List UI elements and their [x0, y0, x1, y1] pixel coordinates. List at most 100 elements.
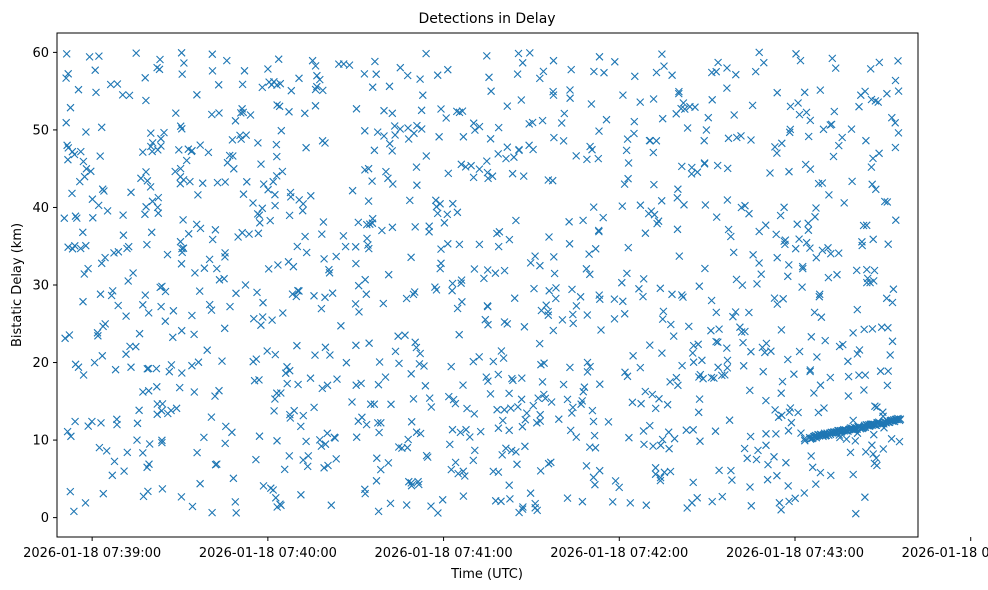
- noise-detection-point: [457, 276, 466, 284]
- noise-detection-point: [849, 470, 858, 479]
- noise-detection-point: [331, 434, 339, 442]
- noise-detection-point: [241, 281, 250, 289]
- noise-detection-point: [862, 136, 870, 145]
- noise-detection-point: [747, 136, 755, 144]
- noise-detection-point: [364, 197, 373, 205]
- noise-detection-point: [98, 351, 107, 360]
- noise-detection-point: [272, 172, 281, 180]
- noise-detection-point: [425, 394, 434, 402]
- noise-detection-point: [618, 202, 627, 210]
- noise-detection-point: [587, 100, 596, 108]
- noise-detection-point: [133, 419, 142, 428]
- noise-detection-point: [672, 373, 681, 382]
- noise-detection-point: [364, 164, 373, 173]
- noise-detection-point: [773, 300, 782, 308]
- noise-detection-point: [647, 207, 656, 215]
- noise-detection-point: [436, 264, 445, 273]
- noise-detection-point: [717, 371, 726, 380]
- noise-detection-point: [505, 235, 514, 244]
- noise-detection-point: [840, 199, 849, 207]
- noise-detection-point: [351, 242, 360, 251]
- noise-detection-point: [196, 141, 205, 149]
- y-tick-label: 10: [32, 434, 49, 449]
- noise-detection-point: [361, 275, 370, 284]
- noise-detection-point: [652, 136, 661, 145]
- noise-detection-point: [129, 269, 137, 277]
- noise-detection-point: [448, 425, 457, 434]
- noise-detection-point: [225, 151, 234, 160]
- noise-detection-point: [833, 270, 841, 279]
- noise-detection-point: [358, 413, 366, 422]
- noise-detection-point: [167, 361, 176, 369]
- noise-detection-point: [85, 53, 94, 61]
- noise-detection-point: [521, 415, 530, 424]
- noise-detection-point: [626, 499, 635, 507]
- noise-detection-point: [221, 253, 229, 261]
- noise-detection-point: [255, 376, 263, 384]
- noise-detection-point: [767, 347, 775, 356]
- noise-detection-point: [475, 122, 484, 131]
- noise-detection-point: [759, 367, 768, 376]
- noise-detection-point: [200, 433, 208, 442]
- noise-detection-point: [228, 428, 236, 437]
- noise-detection-point: [143, 240, 151, 249]
- noise-detection-point: [645, 421, 654, 430]
- chart-title: Detections in Delay: [418, 11, 555, 27]
- noise-detection-point: [385, 82, 394, 91]
- noise-detection-point: [594, 226, 603, 235]
- noise-detection-point: [700, 159, 709, 167]
- noise-detection-point: [498, 451, 507, 459]
- noise-detection-point: [590, 431, 599, 440]
- noise-detection-point: [782, 458, 790, 467]
- noise-detection-point: [352, 341, 360, 350]
- noise-detection-point: [275, 102, 284, 111]
- noise-detection-point: [826, 249, 835, 258]
- noise-detection-point: [368, 219, 377, 228]
- noise-detection-point: [372, 476, 381, 485]
- noise-detection-point: [286, 193, 295, 201]
- noise-detection-point: [70, 150, 79, 159]
- noise-detection-point: [538, 116, 547, 125]
- noise-detection-point: [807, 452, 816, 460]
- noise-detection-point: [66, 487, 75, 496]
- noise-detection-point: [715, 325, 723, 333]
- noise-detection-point: [544, 459, 553, 468]
- noise-detection-point: [583, 358, 592, 367]
- noise-detection-point: [595, 127, 603, 135]
- noise-detection-point: [749, 250, 757, 259]
- noise-detection-point: [427, 502, 435, 510]
- noise-detection-point: [417, 125, 426, 133]
- noise-detection-point: [811, 480, 820, 488]
- noise-detection-point: [469, 456, 478, 465]
- noise-detection-point: [696, 370, 705, 379]
- noise-detection-point: [459, 381, 467, 389]
- noise-detection-point: [708, 497, 717, 506]
- noise-detection-point: [806, 367, 814, 376]
- noise-detection-point: [700, 136, 709, 145]
- noise-detection-point: [320, 463, 328, 472]
- noise-detection-point: [299, 456, 308, 464]
- noise-detection-point: [292, 292, 301, 301]
- noise-detection-point: [770, 452, 778, 461]
- noise-detection-point: [456, 428, 465, 437]
- noise-detection-point: [445, 440, 454, 449]
- noise-detection-point: [485, 73, 493, 82]
- noise-detection-point: [277, 501, 285, 510]
- noise-detection-point: [148, 147, 157, 156]
- noise-detection-point: [64, 243, 72, 252]
- noise-detection-point: [414, 477, 422, 486]
- noise-detection-point: [360, 70, 369, 78]
- noise-detection-point: [554, 415, 563, 424]
- noise-detection-point: [232, 289, 240, 298]
- noise-detection-point: [610, 295, 619, 303]
- noise-detection-point: [595, 227, 603, 236]
- noise-detection-point: [731, 70, 740, 79]
- noise-detection-point: [755, 259, 763, 267]
- noise-detection-point: [623, 269, 631, 278]
- noise-detection-point: [257, 160, 265, 168]
- plot-frame: [56, 32, 919, 538]
- noise-detection-point: [714, 58, 722, 67]
- noise-detection-point: [669, 332, 678, 340]
- noise-detection-point: [62, 74, 70, 82]
- noise-detection-point: [759, 58, 768, 67]
